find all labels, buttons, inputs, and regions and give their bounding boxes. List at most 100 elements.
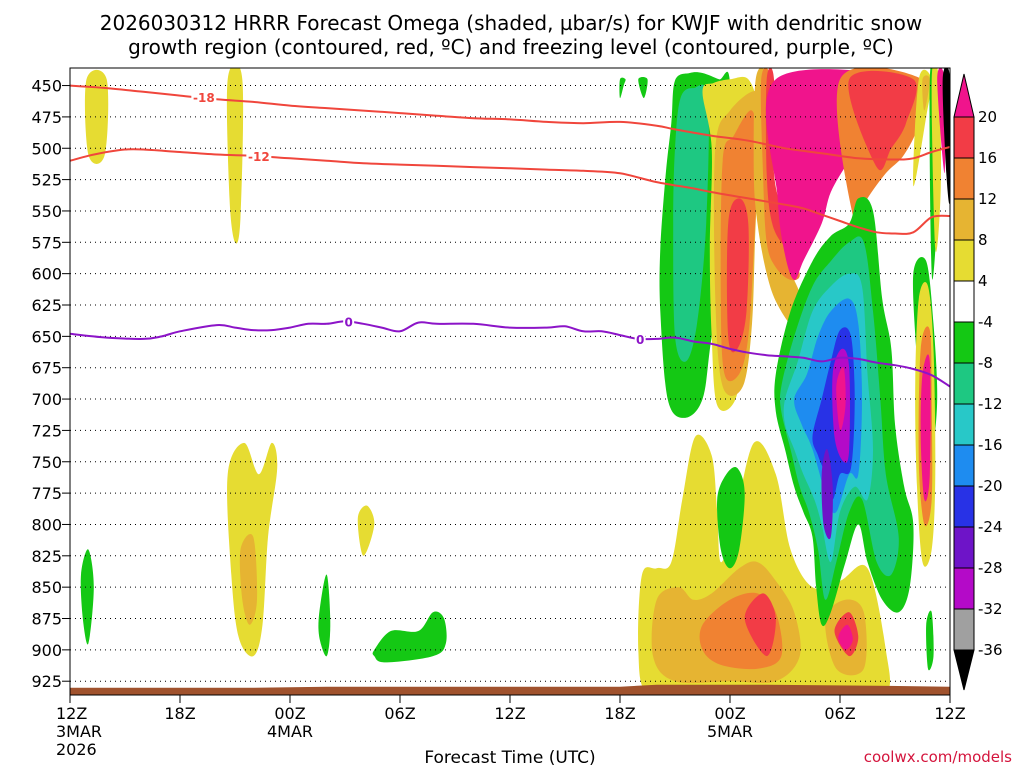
- omega-region-24: [753, 68, 809, 332]
- colorbar-bin-11: [953, 567, 975, 610]
- colorbar-bin-5: [953, 321, 975, 364]
- omega-region-5: [80, 549, 94, 645]
- dgz-contour-1: [70, 148, 950, 235]
- colorbar-bin-2: [953, 198, 975, 241]
- colorbar-label-11: -28: [978, 559, 1003, 577]
- dgz-contour-label-0: -18: [193, 91, 215, 105]
- y-tick-label-900: 900: [31, 641, 62, 660]
- omega-region-19: [673, 84, 709, 362]
- chart-title-line-1: 2026030312 HRRR Forecast Omega (shaded, …: [100, 11, 922, 35]
- colorbar-top-arrow: [953, 73, 975, 118]
- ground-surface: [70, 684, 950, 695]
- y-tick-label-875: 875: [31, 610, 62, 629]
- colorbar-bin-1: [953, 157, 975, 200]
- pressure-axis: 450 475 500 525 550 575 600 625 650 675 700 725 750 7…: [31, 77, 70, 691]
- colorbar-label-3: 8: [978, 231, 988, 249]
- colorbar-label-7: -12: [978, 395, 1003, 413]
- colorbar-label-13: -36: [978, 641, 1003, 659]
- watermark: coolwx.com/models: [864, 748, 1012, 766]
- x-tick-label-8: 12Z: [934, 704, 965, 723]
- omega-region-9: [638, 76, 648, 99]
- y-tick-label-575: 575: [31, 233, 62, 252]
- omega-region-17: [838, 624, 853, 650]
- omega-shading: [80, 68, 950, 695]
- grid-lines: [70, 85, 950, 682]
- freezing-level-label-1-bg: [343, 314, 355, 328]
- x-tick-label-1: 18Z: [164, 704, 195, 723]
- y-tick-label-925: 925: [31, 672, 62, 691]
- freezing-level-contour: [70, 320, 950, 388]
- y-tick-label-850: 850: [31, 578, 62, 597]
- omega-region-4: [357, 505, 375, 556]
- contour-lines: -18 -12 0 0: [70, 84, 950, 388]
- colorbar-label-9: -20: [978, 477, 1003, 495]
- omega-region-13: [744, 593, 776, 657]
- colorbar-label-1: 16: [978, 149, 997, 167]
- colorbar-bin-8: [953, 444, 975, 487]
- colorbar-label-4: 4: [978, 272, 988, 290]
- omega-region-44: [717, 466, 745, 569]
- colorbar-label-2: 12: [978, 190, 997, 208]
- omega-region-8: [619, 77, 626, 99]
- colorbar-bin-10: [953, 526, 975, 569]
- colorbar-bin-3: [953, 239, 975, 282]
- y-tick-label-775: 775: [31, 484, 62, 503]
- dgz-contour-0: [70, 84, 950, 161]
- y-tick-label-725: 725: [31, 421, 62, 440]
- colorbar-bin-6: [953, 362, 975, 405]
- y-tick-label-800: 800: [31, 515, 62, 534]
- colorbar-label-5: -4: [978, 313, 993, 331]
- x-tick-label-5: 18Z: [604, 704, 635, 723]
- colorbar: 20 16 12 8 4 -4 -8 -12 -16 -20 -24 -28 -32 -36: [953, 73, 1003, 691]
- chart-title-line-2: growth region (contoured, red, ºC) and f…: [128, 35, 894, 59]
- omega-region-31: [922, 75, 930, 111]
- dgz-contour-label-0-bg: [191, 89, 217, 103]
- x-tick-label-0: 12Z: [56, 704, 87, 723]
- colorbar-label-12: -32: [978, 600, 1003, 618]
- y-tick-label-825: 825: [31, 547, 62, 566]
- x-tick-label-4: 12Z: [494, 704, 525, 723]
- x-tick-date-6: 5MAR: [707, 722, 753, 741]
- omega-region-48: [920, 354, 931, 502]
- colorbar-label-10: -24: [978, 518, 1003, 536]
- colorbar-bin-12: [953, 608, 975, 651]
- y-tick-label-525: 525: [31, 171, 62, 190]
- x-tick-label-3: 06Z: [384, 704, 415, 723]
- colorbar-bin-7: [953, 403, 975, 446]
- y-tick-label-475: 475: [31, 108, 62, 127]
- x-tick-label-6: 00Z: [714, 704, 745, 723]
- colorbar-bin-0: [953, 116, 975, 159]
- y-tick-label-625: 625: [31, 296, 62, 315]
- omega-region-27: [765, 69, 919, 280]
- terrain-band: [70, 684, 950, 695]
- x-axis-title: Forecast Time (UTC): [424, 748, 595, 768]
- omega-region-3: [239, 533, 258, 625]
- x-tick-label-2: 00Z: [274, 704, 305, 723]
- omega-region-6: [318, 574, 331, 657]
- colorbar-label-8: -16: [978, 436, 1003, 454]
- colorbar-bottom-arrow: [953, 649, 975, 691]
- x-tick-date-2: 4MAR: [267, 722, 313, 741]
- plot-area: -18 -12 0 0: [69, 67, 951, 696]
- y-tick-label-750: 750: [31, 453, 62, 472]
- y-tick-label-500: 500: [31, 139, 62, 158]
- omega-region-35: [942, 68, 950, 204]
- omega-region-29: [848, 70, 917, 171]
- dgz-contour-label-1-bg: [246, 148, 272, 162]
- y-tick-label-700: 700: [31, 390, 62, 409]
- dgz-contour-label-1: -12: [248, 150, 270, 164]
- omega-region-41: [821, 448, 833, 540]
- omega-region-7: [372, 611, 447, 663]
- x-tick-label-7: 06Z: [824, 704, 855, 723]
- omega-region-33: [931, 68, 941, 252]
- colorbar-label-6: -8: [978, 354, 993, 372]
- y-tick-label-600: 600: [31, 265, 62, 284]
- omega-region-49: [926, 610, 934, 671]
- y-tick-label-550: 550: [31, 202, 62, 221]
- freezing-level-label-2: 0: [636, 333, 644, 347]
- omega-region-23: [726, 198, 749, 353]
- y-tick-label-450: 450: [31, 77, 62, 96]
- freezing-level-label-1: 0: [344, 315, 352, 329]
